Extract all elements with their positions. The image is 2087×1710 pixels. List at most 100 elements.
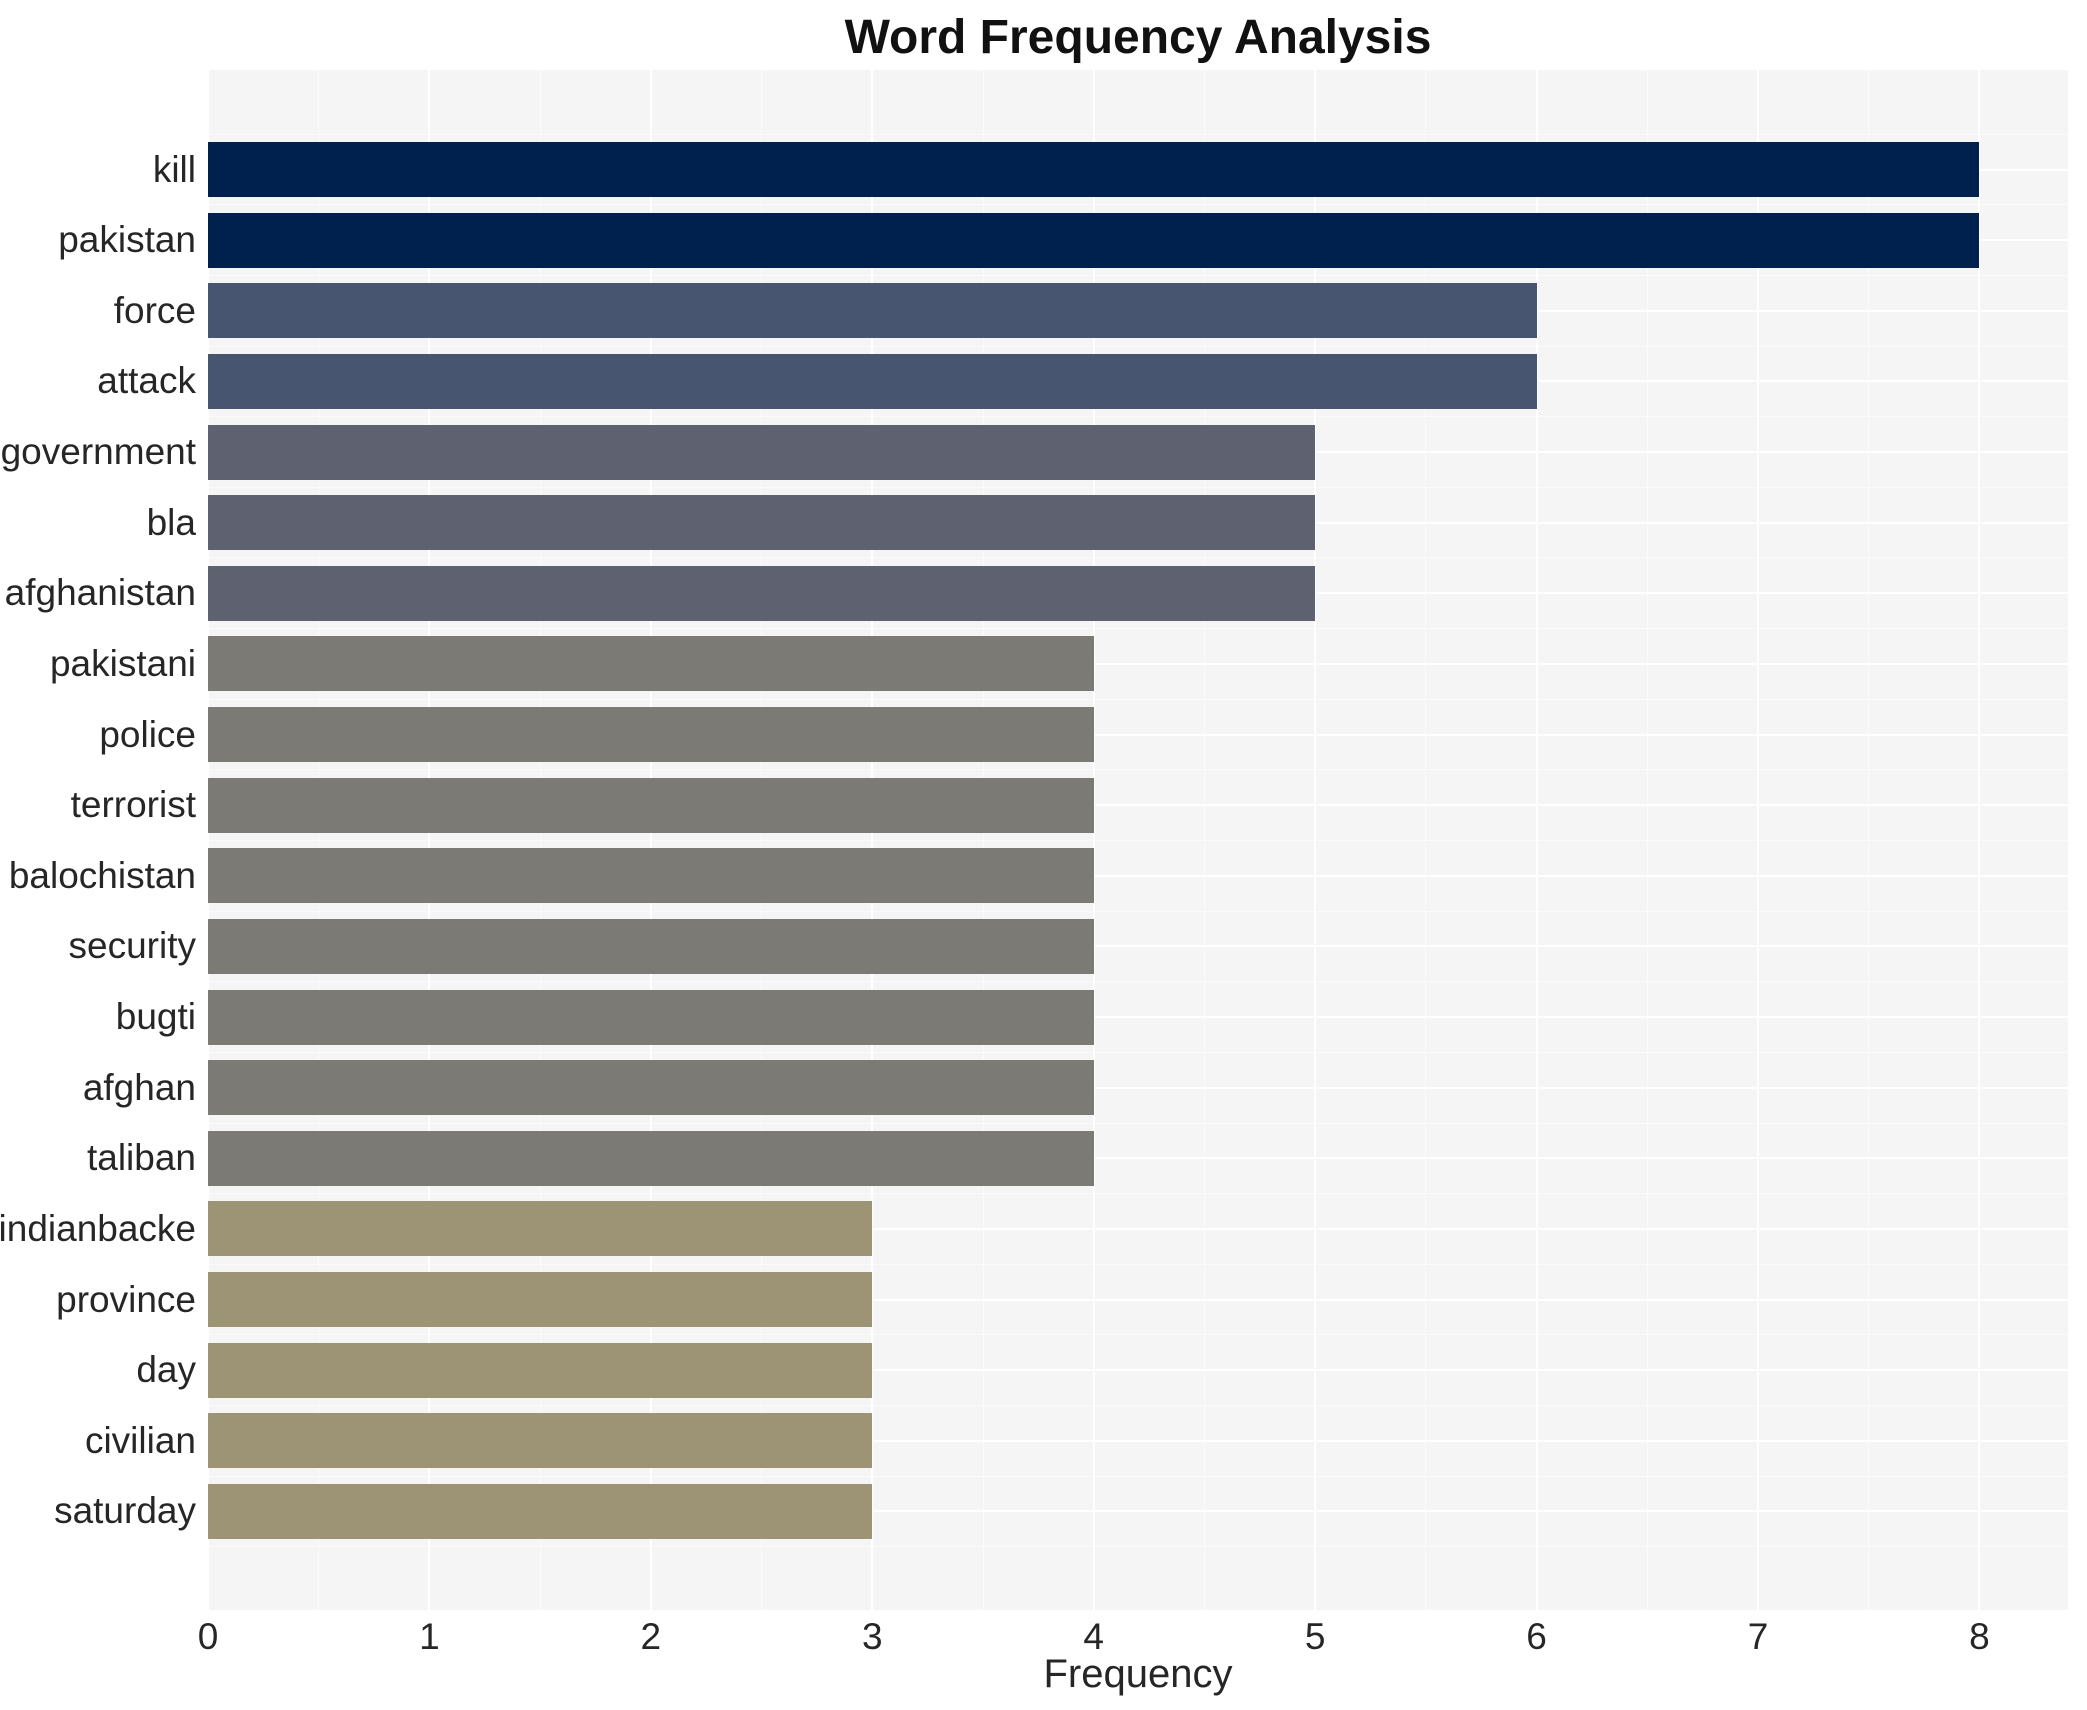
y-label-saturday: saturday — [54, 1490, 196, 1532]
h-gridline-minor — [208, 769, 2068, 771]
y-label-civilian: civilian — [84, 1419, 196, 1461]
bar-province — [208, 1272, 873, 1328]
bar-taliban — [208, 1130, 1094, 1186]
v-gridline-major — [1757, 70, 1759, 1610]
h-gridline-major — [208, 1086, 2068, 1089]
h-gridline-minor — [208, 910, 2068, 912]
bar-force — [208, 283, 1537, 339]
v-gridline-minor — [539, 70, 541, 1610]
v-gridline-major — [1535, 70, 1538, 1610]
bar-afghanistan — [208, 565, 1316, 621]
y-label-afghan: afghan — [82, 1066, 196, 1108]
h-gridline-major — [208, 1016, 2068, 1019]
v-gridline-major — [428, 70, 431, 1610]
v-gridline-minor — [318, 70, 320, 1610]
h-gridline-minor — [208, 204, 2068, 206]
bar-pakistani — [208, 636, 1094, 692]
plot-panel — [207, 70, 2068, 1610]
bar-afghan — [208, 1060, 1094, 1116]
h-gridline-minor — [208, 274, 2068, 276]
bar-police — [208, 707, 1094, 763]
v-gridline-minor — [761, 70, 763, 1610]
h-gridline-minor — [208, 1263, 2068, 1265]
v-gridline-major — [649, 70, 652, 1610]
x-tick-3: 3 — [861, 1616, 883, 1657]
h-gridline-major — [208, 662, 2068, 665]
h-gridline-minor — [208, 1334, 2068, 1336]
bar-balochistan — [208, 848, 1094, 904]
bar-attack — [208, 353, 1537, 409]
y-label-attack: attack — [97, 360, 196, 402]
y-label-terrorist: terrorist — [70, 784, 196, 826]
y-label-taliban: taliban — [86, 1137, 196, 1179]
v-gridline-minor — [982, 70, 984, 1610]
h-gridline-minor — [208, 133, 2068, 135]
h-gridline-major — [208, 733, 2068, 736]
h-gridline-major — [208, 1439, 2068, 1442]
y-label-police: police — [99, 713, 196, 755]
y-label-bugti: bugti — [115, 996, 196, 1038]
bar-terrorist — [208, 777, 1094, 833]
bar-government — [208, 424, 1316, 480]
v-gridline-major — [207, 70, 209, 1610]
h-gridline-minor — [208, 1405, 2068, 1407]
h-gridline-minor — [208, 486, 2068, 488]
h-gridline-minor — [208, 345, 2068, 347]
h-gridline-major — [208, 874, 2068, 877]
x-tick-7: 7 — [1747, 1616, 1769, 1657]
h-gridline-minor — [208, 1546, 2068, 1548]
v-gridline-minor — [1868, 70, 1870, 1610]
h-gridline-minor — [208, 1475, 2068, 1477]
h-gridline-minor — [208, 698, 2068, 700]
bar-bugti — [208, 989, 1094, 1045]
h-gridline-major — [208, 1298, 2068, 1301]
x-tick-1: 1 — [419, 1616, 440, 1657]
x-tick-2: 2 — [640, 1616, 662, 1657]
bar-day — [208, 1342, 873, 1398]
y-label-pakistani: pakistani — [49, 642, 196, 684]
h-gridline-minor — [208, 1122, 2068, 1124]
v-gridline-major — [1314, 70, 1317, 1610]
bar-saturday — [208, 1483, 873, 1539]
x-axis-title: Frequency — [1043, 1652, 1233, 1696]
h-gridline-major — [208, 804, 2068, 807]
y-label-province: province — [56, 1278, 196, 1320]
bar-kill — [208, 142, 1980, 197]
v-gridline-major — [1092, 70, 1095, 1610]
y-label-government: government — [0, 431, 196, 473]
y-label-kill: kill — [152, 148, 196, 190]
x-tick-6: 6 — [1526, 1616, 1547, 1657]
y-label-indianbacke: indianbacke — [0, 1207, 196, 1249]
bar-security — [208, 918, 1094, 974]
h-gridline-major — [208, 1227, 2068, 1230]
bar-indianbacke — [208, 1201, 873, 1257]
y-label-afghanistan: afghanistan — [4, 572, 196, 614]
x-tick-8: 8 — [1969, 1616, 1990, 1657]
h-gridline-major — [208, 1157, 2068, 1160]
chart-title: Word Frequency Analysis — [844, 11, 1432, 64]
x-tick-4: 4 — [1083, 1616, 1104, 1657]
v-gridline-minor — [1425, 70, 1427, 1610]
h-gridline-minor — [208, 1051, 2068, 1053]
v-gridline-major — [1978, 70, 1981, 1610]
x-tick-5: 5 — [1304, 1616, 1326, 1657]
h-gridline-major — [208, 1369, 2068, 1372]
h-gridline-minor — [208, 416, 2068, 418]
h-gridline-major — [208, 1510, 2068, 1513]
y-label-pakistan: pakistan — [58, 219, 196, 261]
y-label-force: force — [113, 289, 196, 331]
h-gridline-minor — [208, 557, 2068, 559]
h-gridline-major — [208, 945, 2068, 948]
h-gridline-minor — [208, 981, 2068, 983]
h-gridline-minor — [208, 1193, 2068, 1195]
bar-pakistan — [208, 212, 1980, 268]
v-gridline-minor — [1646, 70, 1648, 1610]
v-gridline-minor — [1203, 70, 1205, 1610]
y-label-day: day — [136, 1349, 196, 1391]
bar-bla — [208, 495, 1316, 551]
bar-civilian — [208, 1413, 873, 1469]
y-label-bla: bla — [146, 501, 196, 543]
y-label-security: security — [68, 925, 196, 967]
x-tick-0: 0 — [197, 1616, 219, 1657]
